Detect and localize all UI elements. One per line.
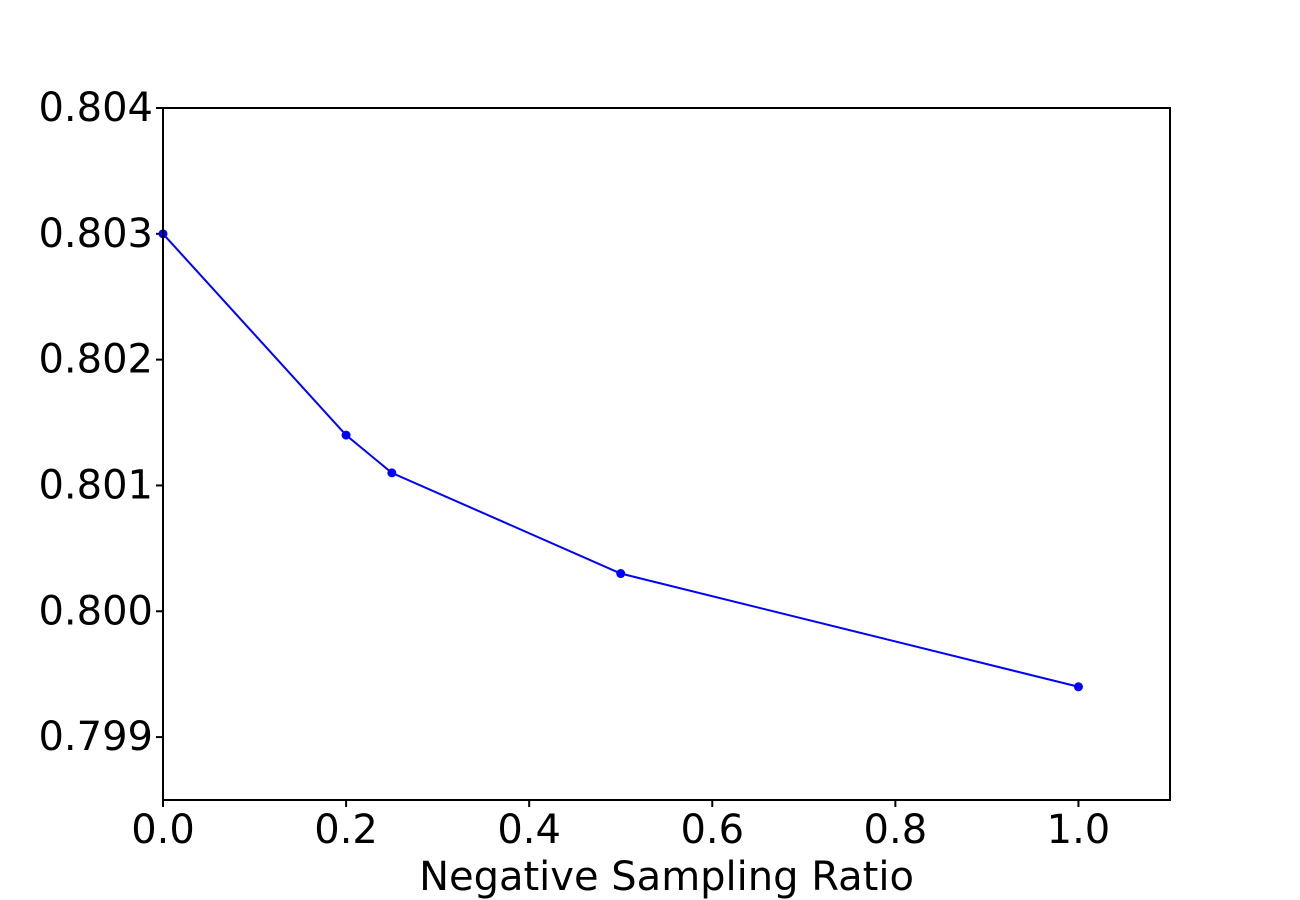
data-point: [387, 468, 397, 478]
x-tick-label: 0.4: [497, 807, 561, 853]
series-line: [162, 233, 1079, 688]
y-tick-label: 0.801: [38, 462, 153, 508]
y-axis-ticks: 0.799 0.800 0.801 0.802 0.803 0.804: [38, 85, 163, 760]
x-axis-ticks: 0.0 0.2 0.4 0.6 0.8 1.0: [131, 800, 1110, 853]
x-tick-label: 0.6: [680, 807, 744, 853]
y-tick-label: 0.803: [38, 211, 153, 257]
y-tick-label: 0.802: [38, 337, 153, 383]
y-tick-label: 0.800: [38, 588, 153, 634]
data-point: [1073, 682, 1083, 692]
series-layer: [158, 229, 1083, 692]
y-tick-label: 0.799: [38, 714, 153, 760]
x-axis-title: Negative Sampling Ratio: [419, 854, 914, 900]
data-point: [616, 569, 626, 579]
y-tick-label: 0.804: [38, 85, 153, 131]
x-tick-label: 1.0: [1047, 807, 1111, 853]
data-point: [341, 430, 351, 440]
plot-frame: [162, 107, 1171, 801]
x-tick-label: 0.2: [314, 807, 378, 853]
x-tick-label: 0.8: [864, 807, 928, 853]
x-tick-label: 0.0: [131, 807, 195, 853]
